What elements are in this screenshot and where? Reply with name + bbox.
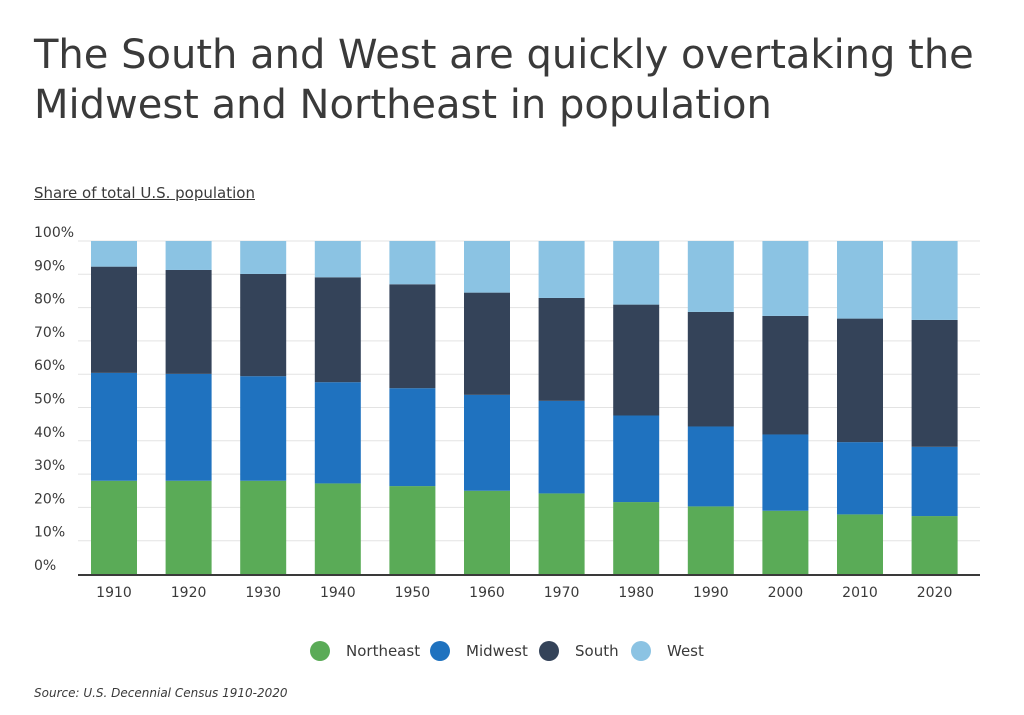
bar-segment-south xyxy=(613,304,660,416)
y-tick-label: 20% xyxy=(34,491,65,507)
legend-label: South xyxy=(575,642,619,660)
bar-segment-south xyxy=(837,318,883,443)
bar-segment-west xyxy=(464,241,510,293)
y-tick-label: 0% xyxy=(34,558,56,574)
bar-segment-northeast xyxy=(314,483,361,574)
y-tick-label: 40% xyxy=(34,425,65,441)
x-tick-label: 1960 xyxy=(469,585,505,601)
x-tick-label: 1980 xyxy=(618,585,654,601)
bar-segment-west xyxy=(240,241,287,274)
bar-segment-northeast xyxy=(91,480,137,574)
legend-marker-northeast xyxy=(310,641,330,661)
bar-segment-midwest xyxy=(91,372,137,481)
legend-label: Midwest xyxy=(466,642,528,660)
bar-segment-midwest xyxy=(837,442,883,515)
bar-segment-midwest xyxy=(687,426,734,507)
legend-marker-midwest xyxy=(430,641,450,661)
x-tick-label: 1920 xyxy=(171,585,207,601)
bar-segment-midwest xyxy=(314,382,361,484)
bar-segment-west xyxy=(613,241,660,305)
bar-segment-northeast xyxy=(911,516,958,574)
bar-segment-west xyxy=(538,241,585,298)
bar-segment-northeast xyxy=(613,502,660,574)
y-tick-label: 90% xyxy=(34,258,65,274)
legend-label: Northeast xyxy=(346,642,420,660)
legend-marker-south xyxy=(539,641,559,661)
bar-segment-west xyxy=(91,241,137,267)
bar-segment-south xyxy=(314,277,361,383)
y-tick-label: 50% xyxy=(34,392,65,408)
bar-segment-south xyxy=(165,269,212,374)
bar-segment-west xyxy=(389,241,436,285)
bar-segment-northeast xyxy=(687,506,734,574)
bars xyxy=(91,241,958,574)
bar-segment-northeast xyxy=(538,493,585,574)
bar-segment-northeast xyxy=(240,480,287,574)
legend: Northeast Midwest South West xyxy=(310,641,704,661)
bar-segment-midwest xyxy=(240,376,287,481)
bar-segment-midwest xyxy=(464,394,510,491)
bar-segment-northeast xyxy=(464,490,510,574)
x-tick-label: 1940 xyxy=(320,585,356,601)
x-tick-label: 2020 xyxy=(917,585,953,601)
bar-segment-northeast xyxy=(165,480,212,574)
bar-segment-midwest xyxy=(389,388,436,487)
bar-segment-midwest xyxy=(538,400,585,494)
bar-segment-south xyxy=(538,297,585,401)
y-tick-label: 30% xyxy=(34,458,65,474)
bar-segment-northeast xyxy=(837,514,883,574)
bar-segment-south xyxy=(687,311,734,427)
bar-segment-west xyxy=(762,241,809,316)
y-tick-label: 70% xyxy=(34,325,65,341)
bar-segment-midwest xyxy=(911,446,958,517)
legend-label: West xyxy=(667,642,704,660)
y-tick-label: 100% xyxy=(34,225,74,241)
y-tick-label: 80% xyxy=(34,292,65,308)
bar-segment-south xyxy=(389,284,436,389)
bar-segment-west xyxy=(687,241,734,312)
x-tick-label: 1950 xyxy=(395,585,431,601)
x-tick-label: 1930 xyxy=(245,585,281,601)
x-tick-labels: 1910 1920 1930 1940 1950 1960 1970 1980 1990 2000… xyxy=(96,585,952,601)
bar-segment-south xyxy=(762,315,809,435)
bar-segment-south xyxy=(911,319,958,447)
bar-segment-south xyxy=(91,266,137,373)
x-tick-label: 1990 xyxy=(693,585,729,601)
bar-segment-midwest xyxy=(165,373,212,481)
y-tick-label: 60% xyxy=(34,358,65,374)
bar-segment-south xyxy=(464,292,510,395)
bar-segment-west xyxy=(314,241,361,278)
bar-segment-west xyxy=(837,241,883,319)
x-tick-label: 1970 xyxy=(544,585,580,601)
legend-marker-west xyxy=(631,641,651,661)
bar-segment-south xyxy=(240,273,287,377)
y-tick-labels: 0% 10% 20% 30% 40% 50% 60% 70% 80% 90% 100% xyxy=(34,225,74,574)
chart-title: The South and West are quickly overtakin… xyxy=(34,32,974,128)
bar-segment-midwest xyxy=(762,434,809,511)
x-tick-label: 2000 xyxy=(768,585,804,601)
y-axis-label: Share of total U.S. population xyxy=(34,184,255,202)
bar-segment-west xyxy=(911,241,958,320)
y-tick-label: 10% xyxy=(34,525,65,541)
bar-segment-northeast xyxy=(389,486,436,574)
bar-segment-west xyxy=(165,241,212,270)
x-tick-label: 2010 xyxy=(842,585,878,601)
source-note: Source: U.S. Decennial Census 1910-2020 xyxy=(34,686,288,700)
gridlines xyxy=(78,240,980,576)
bar-segment-midwest xyxy=(613,415,660,503)
bar-segment-northeast xyxy=(762,510,809,574)
x-tick-label: 1910 xyxy=(96,585,132,601)
stacked-bar-chart: 0%10%20%30%40%50%60%70%80%90%100% 1910 19… xyxy=(34,225,980,661)
